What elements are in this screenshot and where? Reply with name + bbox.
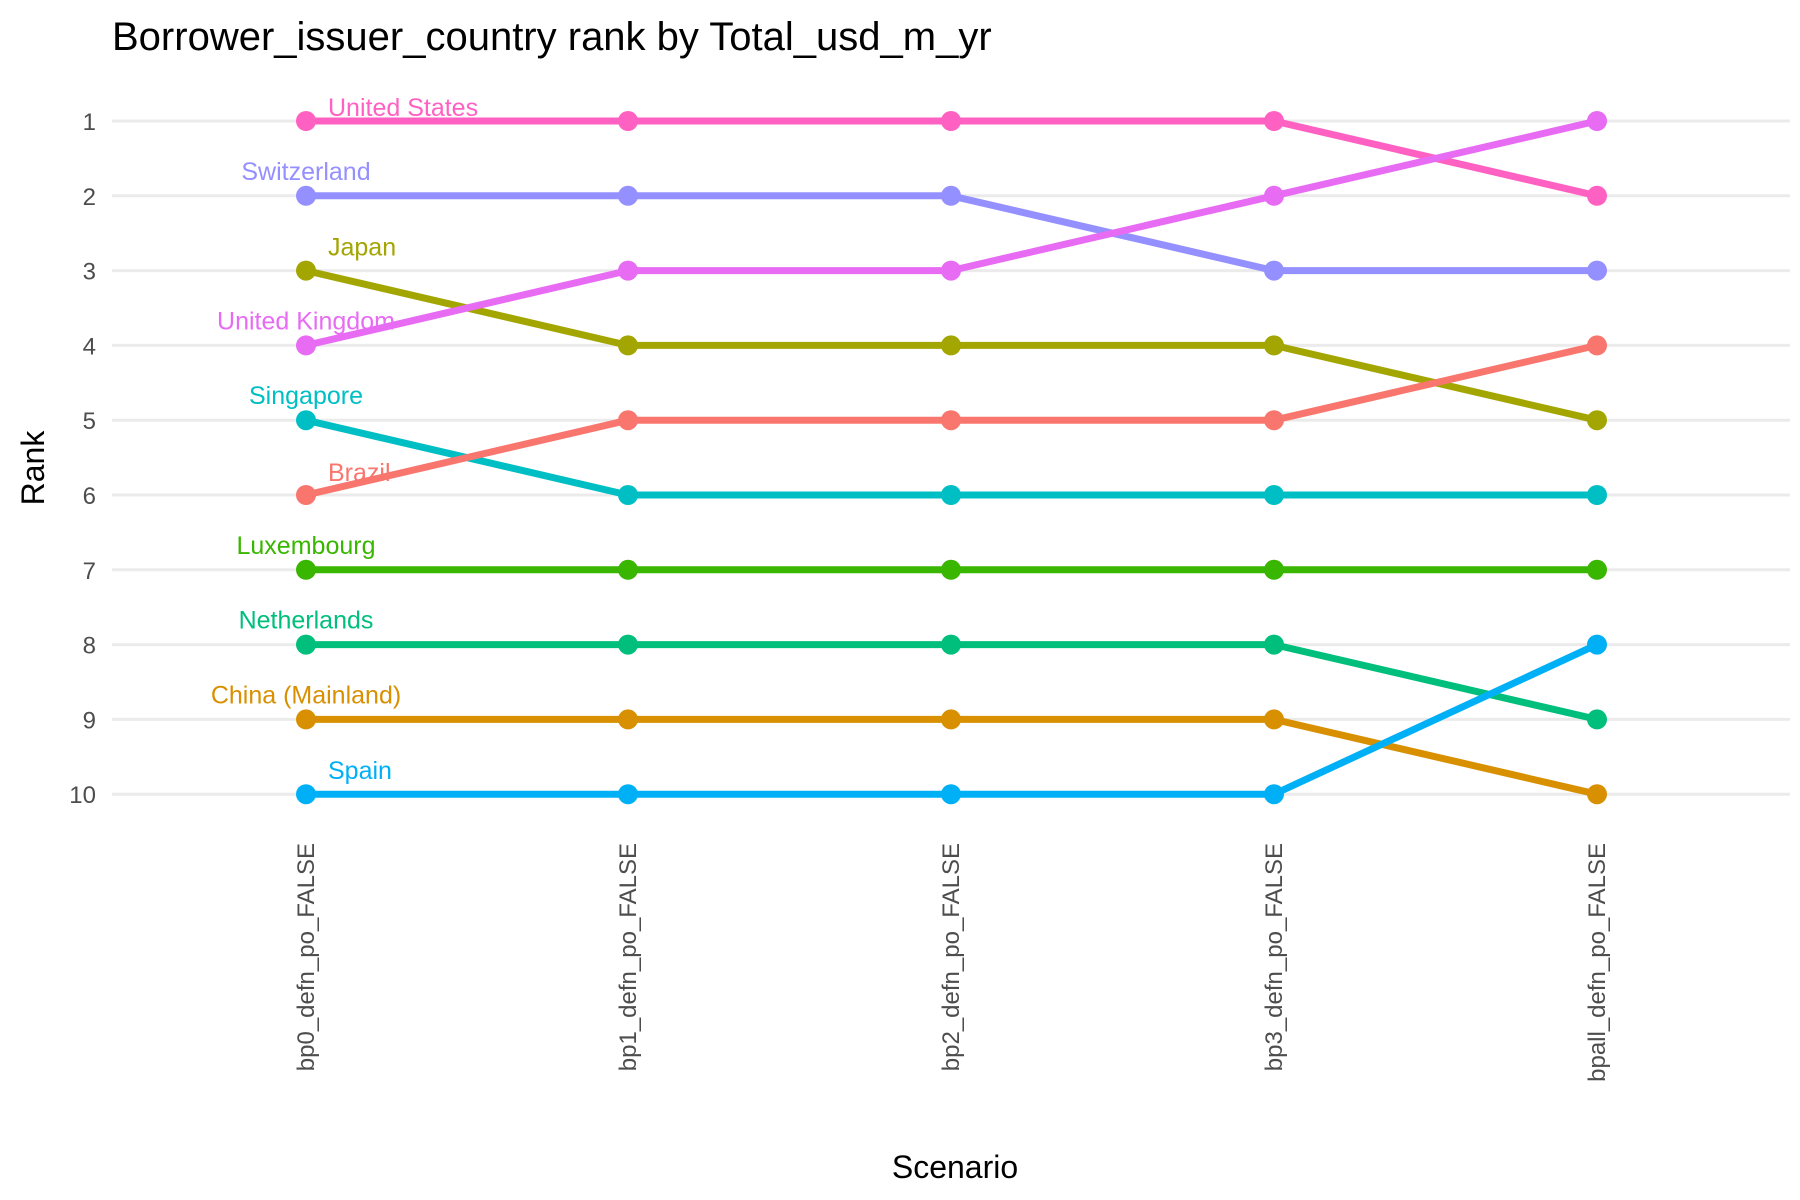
chart-title: Borrower_issuer_country rank by Total_us… <box>112 15 992 59</box>
point-luxembourg-3 <box>1264 559 1284 580</box>
x-tick-label-2: bp2_defn_po_FALSE <box>938 843 965 1071</box>
y-tick-label-9: 9 <box>83 707 96 734</box>
y-tick-label-8: 8 <box>83 633 96 660</box>
series-line-netherlands <box>306 641 1598 723</box>
point-united-kingdom-0 <box>296 335 316 356</box>
point-switzerland-0 <box>296 185 316 206</box>
series-lines <box>305 117 1599 798</box>
point-spain-2 <box>941 784 961 805</box>
series-points <box>296 111 1607 805</box>
point-netherlands-4 <box>1587 709 1607 730</box>
point-brazil-0 <box>296 485 316 505</box>
x-tick-label-3: bp3_defn_po_FALSE <box>1261 843 1288 1071</box>
point-china-mainland-0 <box>296 709 316 730</box>
series-label-spain: Spain <box>328 757 392 785</box>
y-axis-title: Rank <box>15 430 51 506</box>
x-axis-title: Scenario <box>892 1149 1018 1185</box>
point-united-states-2 <box>941 111 961 131</box>
point-switzerland-1 <box>618 185 638 206</box>
point-brazil-3 <box>1264 410 1284 431</box>
point-japan-3 <box>1264 335 1284 356</box>
y-tick-label-6: 6 <box>83 483 96 510</box>
point-singapore-4 <box>1587 485 1607 505</box>
point-switzerland-2 <box>941 185 961 206</box>
y-tick-label-2: 2 <box>83 184 96 211</box>
point-china-mainland-4 <box>1587 784 1607 805</box>
y-tick-label-4: 4 <box>83 333 96 360</box>
point-singapore-3 <box>1264 485 1284 505</box>
x-tick-labels: bp0_defn_po_FALSE bp1_defn_po_FALSE bp2_de… <box>293 843 1611 1082</box>
point-spain-0 <box>296 784 316 805</box>
point-united-kingdom-2 <box>941 260 961 281</box>
point-united-states-0 <box>296 111 316 131</box>
series-label-netherlands: Netherlands <box>239 607 374 635</box>
series-label-brazil: Brazil <box>328 459 391 487</box>
point-switzerland-4 <box>1587 260 1607 281</box>
y-tick-label-3: 3 <box>83 259 96 286</box>
point-singapore-0 <box>296 410 316 431</box>
series-label-switzerland: Switzerland <box>241 158 370 186</box>
point-netherlands-3 <box>1264 634 1284 655</box>
point-japan-1 <box>618 335 638 356</box>
point-japan-4 <box>1587 410 1607 431</box>
y-tick-label-7: 7 <box>83 558 96 585</box>
series-label-luxembourg: Luxembourg <box>237 532 376 560</box>
point-japan-2 <box>941 335 961 356</box>
y-tick-labels: 1 2 3 4 5 6 7 8 9 10 <box>69 109 96 809</box>
series-label-japan: Japan <box>328 234 396 262</box>
series-label-china-mainland: China (Mainland) <box>211 681 401 709</box>
x-tick-label-4: bpall_defn_po_FALSE <box>1584 843 1611 1082</box>
point-spain-4 <box>1587 634 1607 655</box>
series-line-united-kingdom <box>305 117 1598 349</box>
point-spain-3 <box>1264 784 1284 805</box>
point-luxembourg-1 <box>618 559 638 580</box>
point-brazil-4 <box>1587 335 1607 356</box>
point-japan-0 <box>296 260 316 281</box>
y-tick-label-5: 5 <box>83 408 96 435</box>
point-luxembourg-4 <box>1587 559 1607 580</box>
point-united-states-4 <box>1587 185 1607 206</box>
point-brazil-1 <box>618 410 638 431</box>
point-singapore-2 <box>941 485 961 505</box>
point-united-states-1 <box>618 111 638 131</box>
series-line-singapore <box>305 416 1597 499</box>
x-tick-label-1: bp1_defn_po_FALSE <box>615 843 642 1071</box>
point-china-mainland-1 <box>618 709 638 730</box>
point-luxembourg-0 <box>296 559 316 580</box>
point-singapore-1 <box>618 485 638 505</box>
series-label-united-kingdom: United Kingdom <box>217 307 395 335</box>
y-tick-label-1: 1 <box>83 109 96 136</box>
point-united-states-3 <box>1264 111 1284 131</box>
point-netherlands-1 <box>618 634 638 655</box>
point-united-kingdom-1 <box>618 260 638 281</box>
series-label-singapore: Singapore <box>249 382 363 410</box>
series-labels: United States Switzerland Japan United King… <box>211 94 478 785</box>
point-netherlands-2 <box>941 634 961 655</box>
series-line-united-states <box>306 117 1598 200</box>
series-line-switzerland <box>306 192 1597 275</box>
point-china-mainland-2 <box>941 709 961 730</box>
point-luxembourg-2 <box>941 559 961 580</box>
point-brazil-2 <box>941 410 961 431</box>
point-united-kingdom-3 <box>1264 185 1284 206</box>
point-china-mainland-3 <box>1264 709 1284 730</box>
point-united-kingdom-4 <box>1587 111 1607 131</box>
y-tick-label-10: 10 <box>69 782 96 809</box>
x-tick-label-0: bp0_defn_po_FALSE <box>293 843 320 1071</box>
series-label-united-states: United States <box>328 94 478 122</box>
point-switzerland-3 <box>1264 260 1284 281</box>
point-netherlands-0 <box>296 634 316 655</box>
point-spain-1 <box>618 784 638 805</box>
